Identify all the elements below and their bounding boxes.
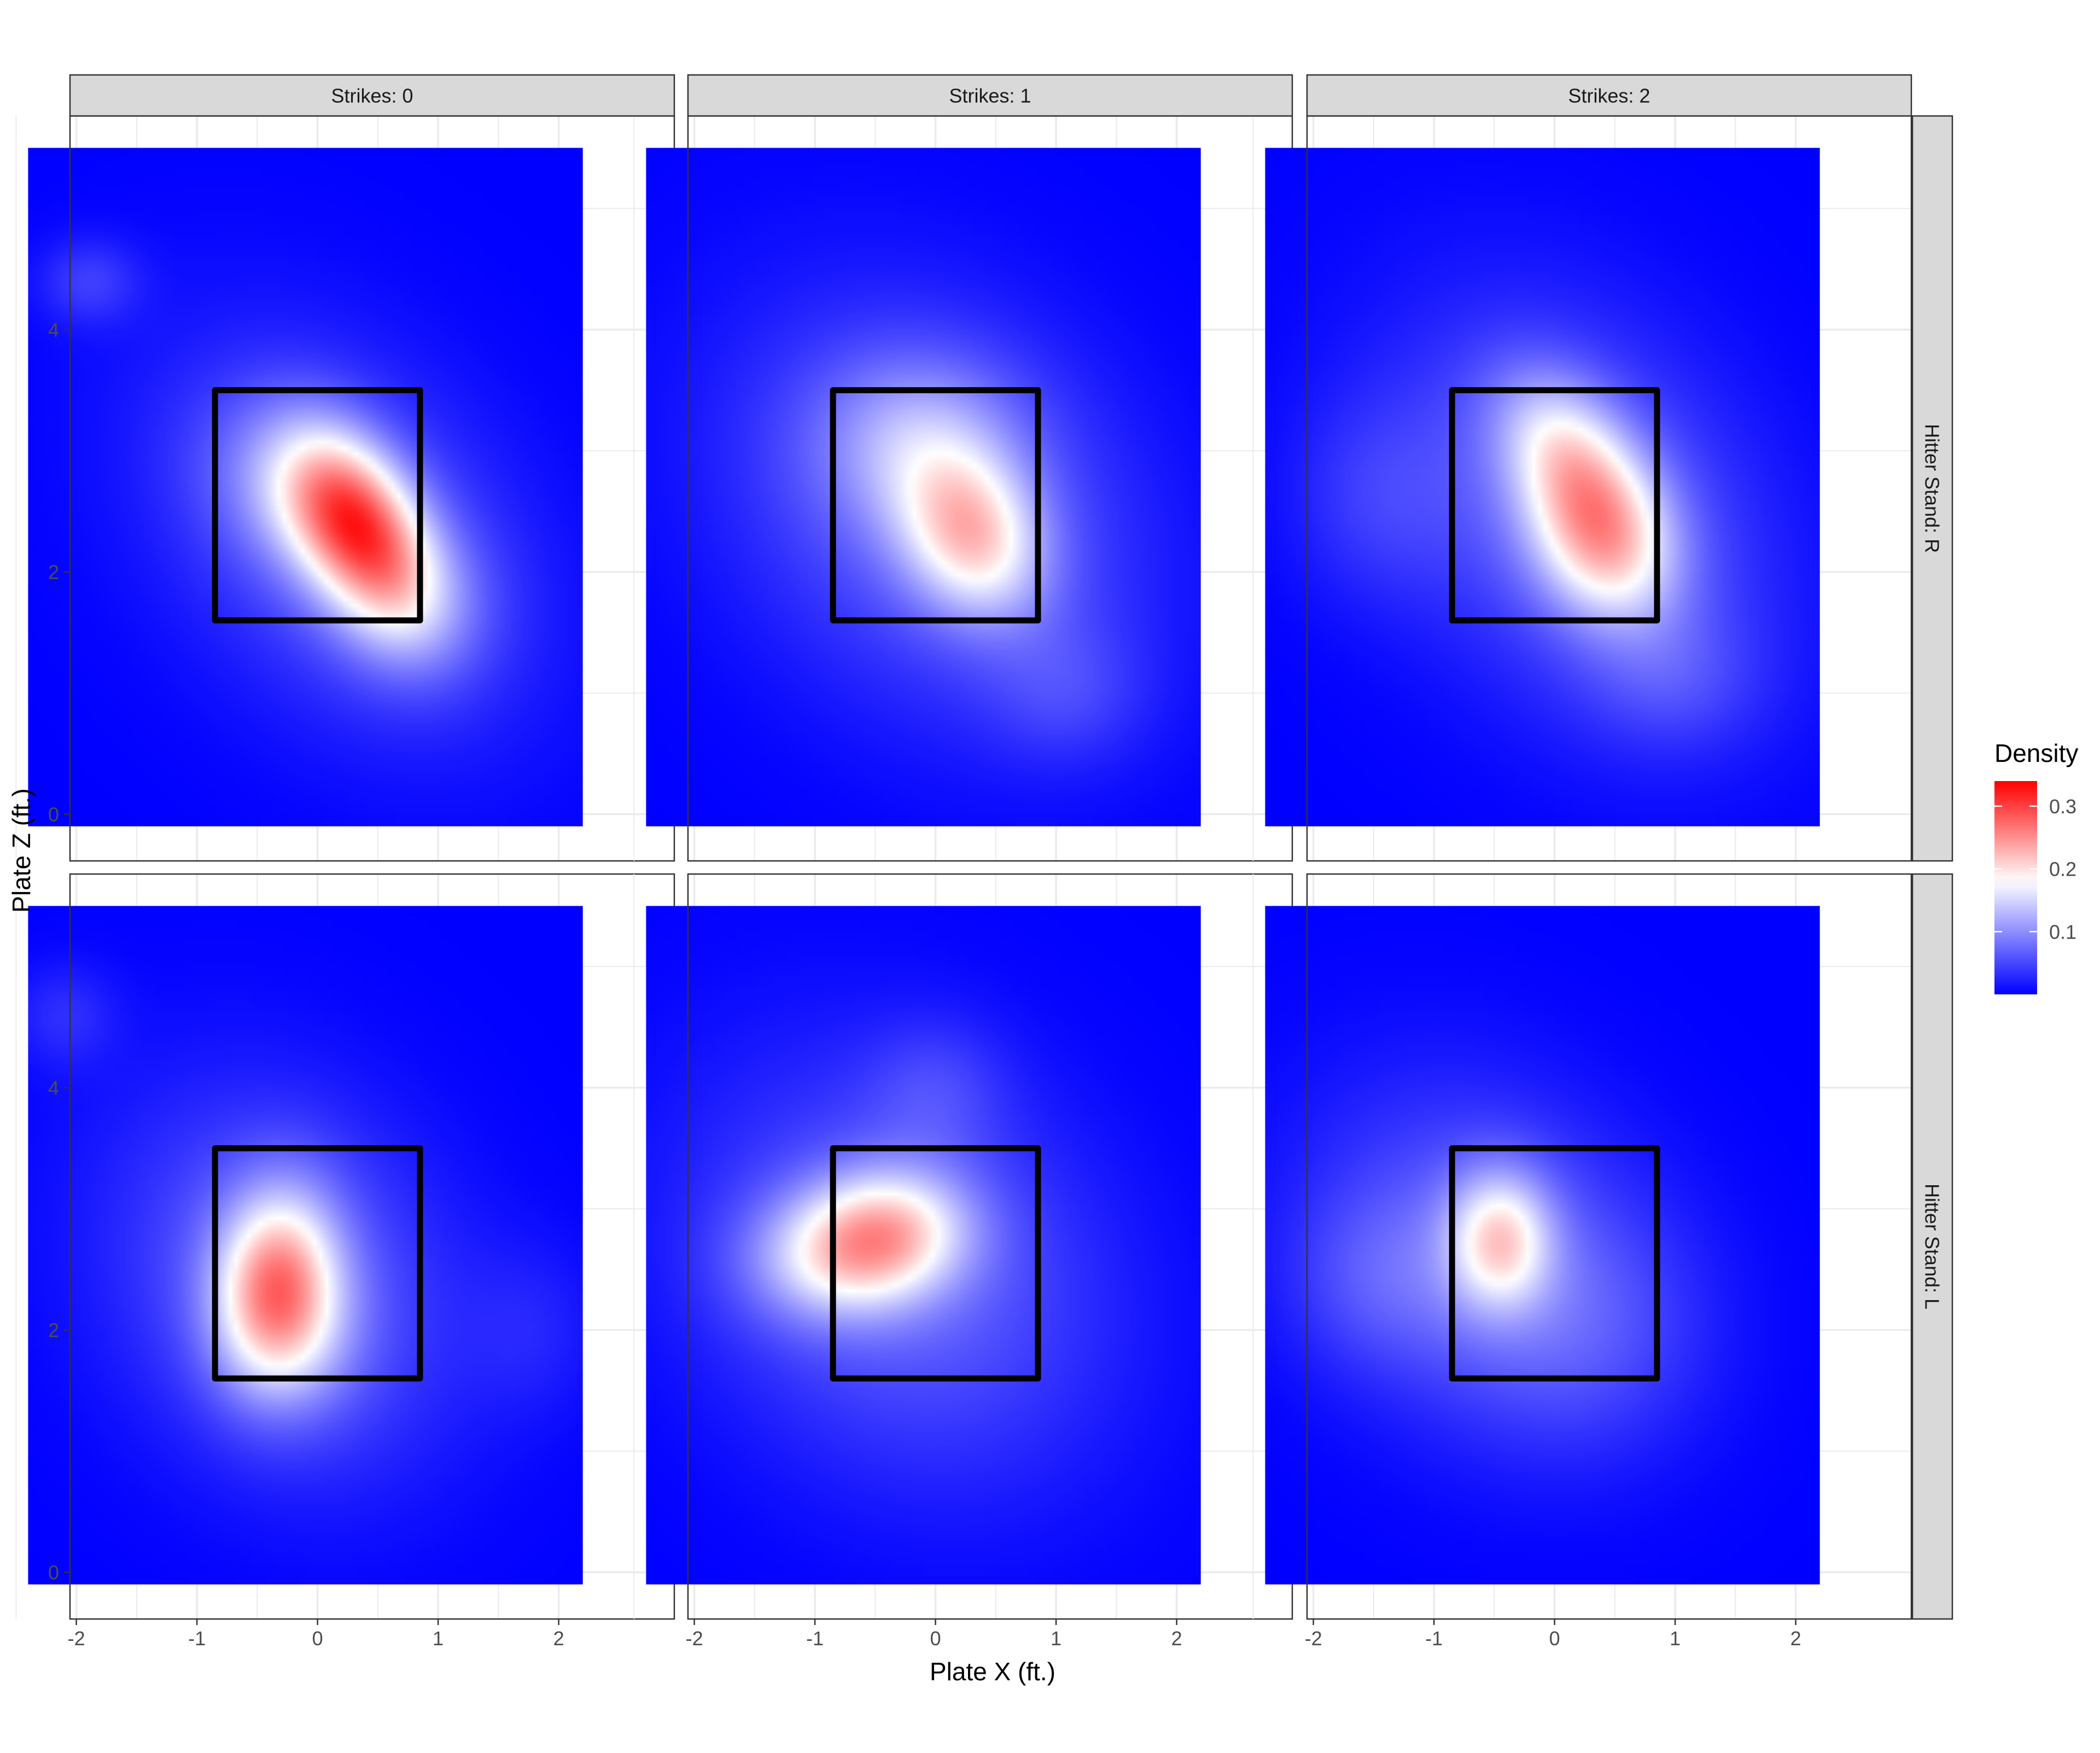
strip-label: Strikes: 1 <box>949 85 1031 107</box>
strip-background <box>1306 74 1912 117</box>
x-tick-label: 0 <box>312 1627 323 1650</box>
x-tick-label: 1 <box>1670 1627 1681 1650</box>
facet-strip-right: Hitter Stand: R <box>1911 115 1953 862</box>
facet-strip-top: Strikes: 0 <box>69 74 675 117</box>
strip-background <box>69 74 675 117</box>
y-axes: 0 2 4 0 2 4 <box>48 319 70 1584</box>
x-axis: -2 -1 0 1 2 <box>68 1619 564 1650</box>
strip-background <box>687 74 1293 117</box>
facet-panel <box>15 873 675 1620</box>
x-tick-label: 1 <box>1051 1627 1061 1650</box>
density-raster <box>646 148 1201 826</box>
strip-label: Hitter Stand: R <box>1921 424 1944 553</box>
y-tick-label: 0 <box>48 803 59 826</box>
y-tick-label: 2 <box>48 1319 59 1342</box>
y-axis: 0 2 4 <box>48 1077 70 1584</box>
facet-panel <box>633 873 1293 1620</box>
x-tick-label: -1 <box>1425 1627 1443 1650</box>
x-tick-label: -2 <box>68 1627 85 1650</box>
x-axis-title: Plate X (ft.) <box>930 1657 1055 1686</box>
strip-label: Strikes: 0 <box>331 85 413 107</box>
legend-colorbar <box>1994 781 2037 994</box>
strike-zone-box <box>830 387 1041 624</box>
y-tick-label: 0 <box>48 1562 59 1584</box>
legend-tick-label: 0.2 <box>2049 858 2076 881</box>
facet-strip-right: Hitter Stand: L <box>1911 873 1953 1620</box>
x-tick-label: 0 <box>1549 1627 1560 1650</box>
x-tick-label: -1 <box>806 1627 824 1650</box>
density-raster <box>646 906 1201 1585</box>
x-axis: -2 -1 0 1 2 <box>686 1619 1182 1650</box>
facet-panel <box>633 115 1293 862</box>
x-tick-label: 2 <box>1171 1627 1182 1650</box>
y-tick-label: 4 <box>48 1077 59 1099</box>
density-raster <box>28 906 583 1585</box>
legend-tick-label: 0.1 <box>2049 921 2076 943</box>
strike-zone-box <box>1449 1145 1660 1382</box>
strike-zone-box <box>830 1145 1041 1382</box>
facet-strip-top: Strikes: 2 <box>1306 74 1912 117</box>
x-tick-label: 2 <box>553 1627 564 1650</box>
x-axis: -2 -1 0 1 2 <box>1305 1619 1801 1650</box>
x-tick-label: -2 <box>686 1627 703 1650</box>
facet-panel <box>15 115 675 862</box>
x-tick-label: -2 <box>1305 1627 1322 1650</box>
strip-background <box>1911 115 1953 862</box>
legend: Density 0.1 0.2 0.3 <box>1994 739 2078 994</box>
density-raster <box>28 148 583 826</box>
density-raster <box>1265 906 1820 1585</box>
x-tick-label: 0 <box>930 1627 941 1650</box>
x-axes: -2 -1 0 1 2 -2 -1 0 1 2 -2 -1 0 1 2 <box>68 1619 1801 1650</box>
y-tick-label: 4 <box>48 319 59 341</box>
strike-zone-box <box>1449 387 1660 624</box>
legend-tick-label: 0.3 <box>2049 795 2076 818</box>
strip-label: Hitter Stand: L <box>1921 1184 1944 1309</box>
y-axis-title: Plate Z (ft.) <box>7 788 36 912</box>
legend-title: Density <box>1994 739 2078 767</box>
facet-panel <box>1252 873 1912 1620</box>
panel-border <box>1306 873 1912 1620</box>
facet-strip-top: Strikes: 1 <box>687 74 1293 117</box>
facet-strips: Strikes: 0 Strikes: 1 Strikes: 2 Hitter Sta… <box>69 74 1953 1620</box>
y-tick-label: 2 <box>48 561 59 584</box>
panels-layer <box>15 115 1912 1620</box>
x-tick-label: -1 <box>188 1627 206 1650</box>
facet-panel <box>1252 115 1912 862</box>
x-tick-label: 2 <box>1790 1627 1801 1650</box>
strike-zone-box <box>212 387 423 624</box>
strip-label: Strikes: 2 <box>1568 85 1650 107</box>
y-axis: 0 2 4 <box>48 319 70 826</box>
strip-background <box>1911 873 1953 1620</box>
x-tick-label: 1 <box>433 1627 444 1650</box>
strike-zone-box <box>212 1145 423 1382</box>
density-raster <box>1265 148 1820 826</box>
